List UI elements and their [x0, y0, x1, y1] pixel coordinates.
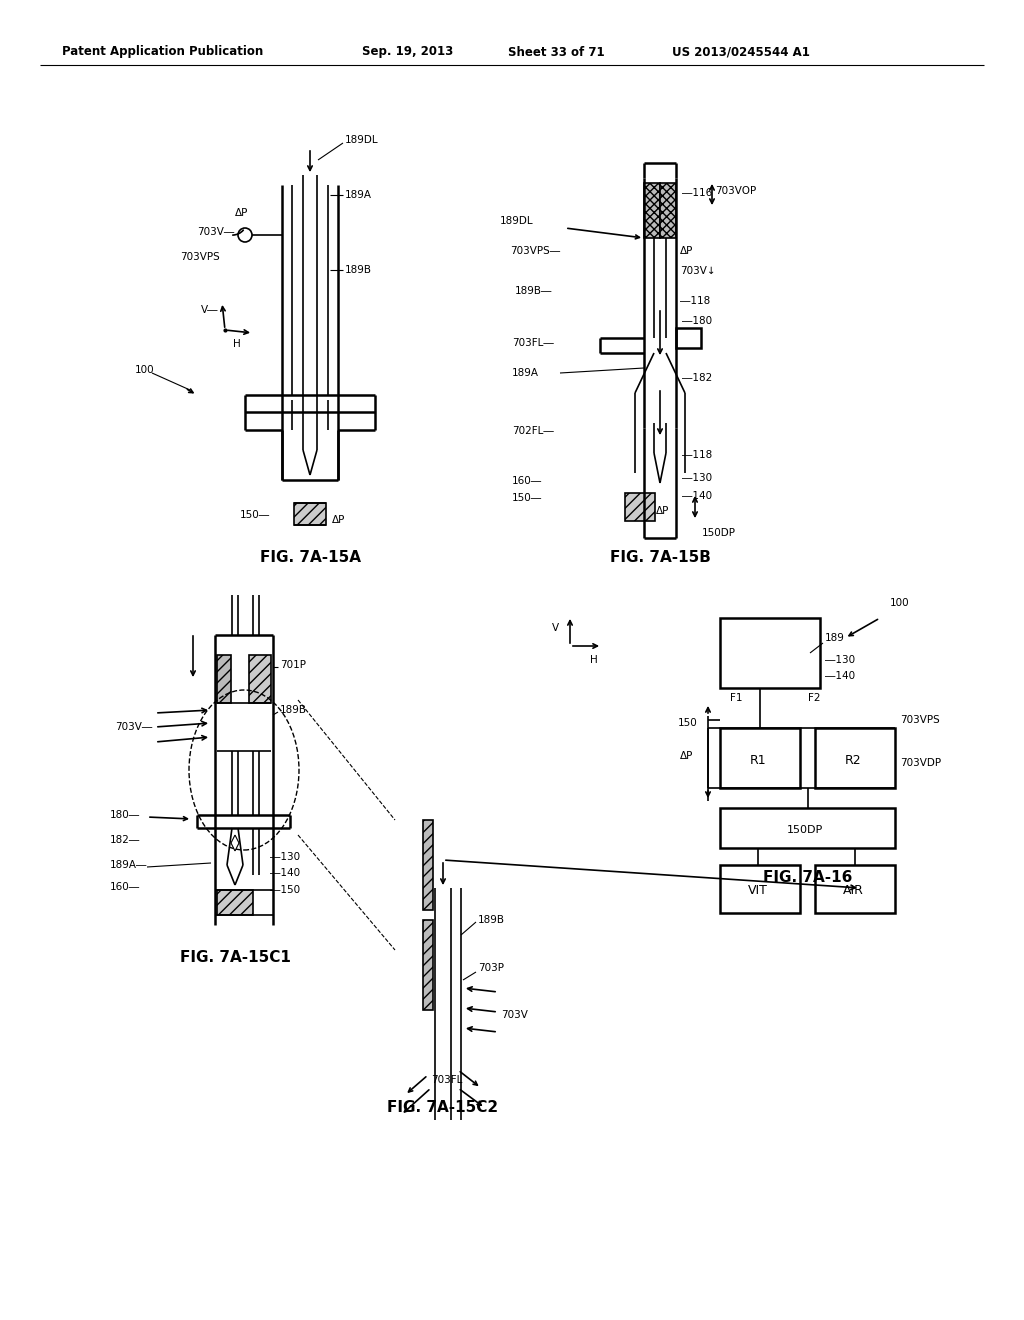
Text: 703VPS―: 703VPS―	[510, 246, 560, 256]
Bar	[720, 808, 895, 847]
Text: 703VPS: 703VPS	[900, 715, 940, 725]
Text: 150―: 150―	[512, 492, 542, 503]
Text: 189A: 189A	[512, 368, 539, 378]
Bar	[423, 920, 433, 1010]
Text: 189B: 189B	[345, 265, 372, 275]
Text: Patent Application Publication: Patent Application Publication	[62, 45, 263, 58]
Bar	[423, 820, 433, 909]
Text: ―130: ―130	[682, 473, 712, 483]
Text: 703VPS: 703VPS	[180, 252, 220, 261]
Bar	[660, 183, 676, 238]
Bar	[720, 729, 800, 788]
Text: H: H	[233, 339, 241, 348]
Text: 150DP: 150DP	[702, 528, 736, 539]
Bar	[217, 655, 231, 704]
Text: 150DP: 150DP	[786, 825, 823, 836]
Text: VIT: VIT	[749, 884, 768, 898]
Bar	[294, 503, 326, 525]
Text: ―130: ―130	[270, 851, 300, 862]
Text: R1: R1	[750, 754, 766, 767]
Text: 703V↓: 703V↓	[680, 267, 716, 276]
Text: 189B: 189B	[280, 705, 307, 715]
Text: 100: 100	[135, 366, 155, 375]
Text: V―: V―	[201, 305, 218, 315]
Text: ―130: ―130	[825, 655, 855, 665]
Bar	[815, 729, 895, 788]
Text: 160―: 160―	[110, 882, 140, 892]
Text: 180―: 180―	[110, 810, 140, 820]
Text: FIG. 7A-15A: FIG. 7A-15A	[259, 550, 360, 565]
Bar	[815, 865, 895, 913]
Text: ΔP: ΔP	[332, 515, 345, 525]
Text: 189DL: 189DL	[500, 216, 534, 226]
Text: 701P: 701P	[280, 660, 306, 671]
Text: FIG. 7A-15C1: FIG. 7A-15C1	[179, 950, 291, 965]
Text: 150―: 150―	[240, 510, 270, 520]
Text: Sep. 19, 2013: Sep. 19, 2013	[362, 45, 454, 58]
Bar	[720, 865, 800, 913]
Text: 703FL: 703FL	[431, 1074, 463, 1085]
Text: 703VDP: 703VDP	[900, 758, 941, 768]
Text: 702FL―: 702FL―	[512, 426, 554, 436]
Text: ―182: ―182	[682, 374, 713, 383]
Text: 703V―: 703V―	[197, 227, 234, 238]
Text: V: V	[552, 623, 559, 634]
Bar	[644, 183, 660, 238]
Text: ―150: ―150	[270, 884, 300, 895]
Text: 703FL―: 703FL―	[512, 338, 554, 348]
Text: 703P: 703P	[478, 964, 504, 973]
Text: ―116: ―116	[682, 187, 713, 198]
Text: 703VOP: 703VOP	[715, 186, 757, 195]
Bar	[625, 492, 655, 521]
Text: 189DL: 189DL	[345, 135, 379, 145]
Text: ―118: ―118	[682, 450, 713, 459]
Text: 182―: 182―	[110, 836, 140, 845]
Text: ―140: ―140	[825, 671, 855, 681]
Text: FIG. 7A-15C2: FIG. 7A-15C2	[387, 1101, 499, 1115]
Bar	[249, 655, 271, 704]
Text: FIG. 7A-15B: FIG. 7A-15B	[609, 550, 711, 565]
Text: F1: F1	[730, 693, 742, 704]
Text: ΔP: ΔP	[680, 751, 693, 762]
Text: ―180: ―180	[682, 315, 712, 326]
Text: 189: 189	[825, 634, 845, 643]
Bar	[676, 327, 701, 348]
Text: ΔP: ΔP	[234, 209, 249, 218]
Text: 189B: 189B	[478, 915, 505, 925]
Text: 100: 100	[890, 598, 909, 609]
Text: FIG. 7A-16: FIG. 7A-16	[763, 870, 853, 886]
Text: AIR: AIR	[843, 884, 863, 898]
Text: 703V―: 703V―	[115, 722, 153, 733]
Text: ―140: ―140	[270, 869, 300, 878]
Text: ―140: ―140	[682, 491, 712, 502]
Text: 160―: 160―	[512, 477, 542, 486]
Text: 703V: 703V	[501, 1010, 528, 1020]
Text: Sheet 33 of 71: Sheet 33 of 71	[508, 45, 604, 58]
Text: ΔP: ΔP	[680, 246, 693, 256]
Text: 189B―: 189B―	[515, 286, 552, 296]
Text: F2: F2	[808, 693, 820, 704]
Text: US 2013/0245544 A1: US 2013/0245544 A1	[672, 45, 810, 58]
Text: H: H	[590, 655, 598, 665]
Text: ―118: ―118	[680, 296, 711, 306]
Text: 189A: 189A	[345, 190, 372, 201]
Text: R2: R2	[845, 754, 861, 767]
Text: 189A―: 189A―	[110, 861, 147, 870]
Bar	[720, 618, 820, 688]
Text: ΔP: ΔP	[656, 506, 670, 516]
Text: 150: 150	[678, 718, 697, 729]
Bar	[217, 890, 253, 915]
